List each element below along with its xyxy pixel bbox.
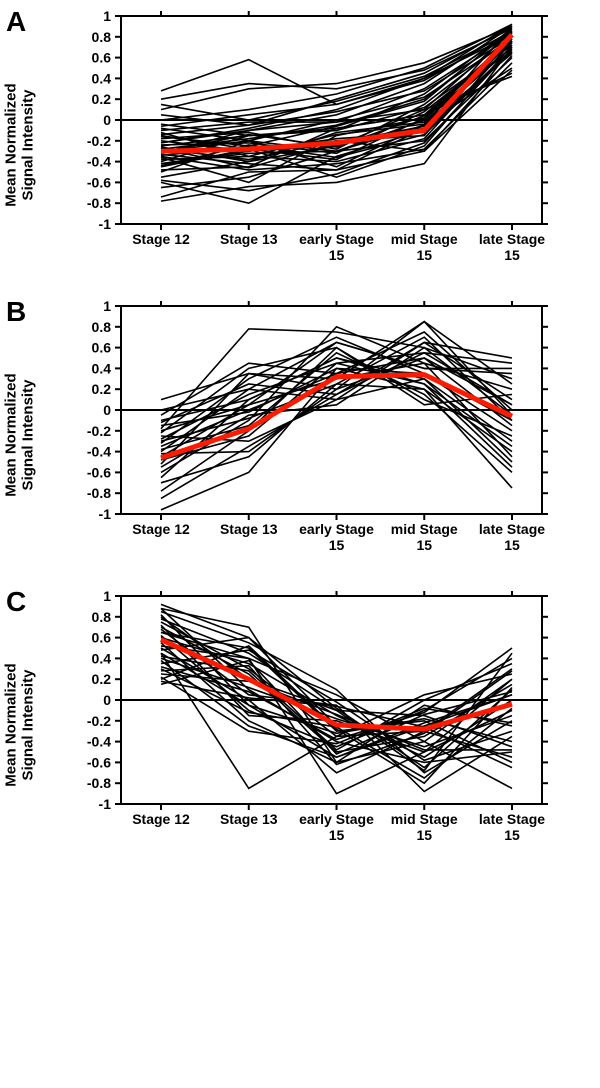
x-tick-label: early Stage — [299, 231, 374, 247]
x-tick-label: 15 — [504, 827, 520, 843]
x-tick-label: late Stage — [479, 811, 545, 827]
y-tick-label: -0.8 — [87, 775, 111, 791]
y-tick-label: 0.6 — [92, 340, 112, 356]
x-tick-label: 15 — [329, 537, 345, 553]
y-tick-label: -0.8 — [87, 195, 111, 211]
y-axis-label: Mean NormalizedSignal Intensity — [4, 373, 37, 496]
series-line — [161, 358, 512, 415]
x-tick-label: Stage 12 — [132, 811, 190, 827]
chart-wrap: -1 -0.8 -0.6 -0.4 -0.2 0 0.2 0.4 0.6 0.8 1 Stage 12… — [75, 10, 590, 280]
x-tick-label: 15 — [329, 827, 345, 843]
x-tick-label: 15 — [504, 247, 520, 263]
y-axis-label: Mean NormalizedSignal Intensity — [4, 83, 37, 206]
y-tick-label: -0.4 — [87, 734, 111, 750]
y-tick-label: -1 — [99, 506, 112, 522]
chart-svg: -1 -0.8 -0.6 -0.4 -0.2 0 0.2 0.4 0.6 0.8 1 Stage 12… — [75, 590, 590, 860]
series-line — [161, 33, 512, 131]
y-tick-label: 0.4 — [92, 650, 112, 666]
y-tick-label: -0.4 — [87, 154, 111, 170]
x-tick-label: Stage 13 — [220, 521, 278, 537]
x-tick-label: early Stage — [299, 811, 374, 827]
x-tick-label: Stage 13 — [220, 811, 278, 827]
y-tick-label: 1 — [103, 590, 111, 604]
y-tick-label: 0.4 — [92, 70, 112, 86]
y-tick-label: -0.8 — [87, 485, 111, 501]
figure-root: AMean NormalizedSignal Intensity-1-0.8-0… — [10, 10, 590, 860]
panel-label: C — [6, 586, 26, 618]
x-tick-label: 15 — [504, 537, 520, 553]
panel-label: A — [6, 6, 26, 38]
y-tick-label: 0.6 — [92, 50, 112, 66]
chart-svg: -1 -0.8 -0.6 -0.4 -0.2 0 0.2 0.4 0.6 0.8 1 Stage 12… — [75, 300, 590, 570]
x-tick-label: 15 — [329, 247, 345, 263]
y-tick-label: 0.2 — [92, 671, 112, 687]
x-tick-label: 15 — [416, 537, 432, 553]
y-tick-label: -1 — [99, 796, 112, 812]
y-tick-label: -0.6 — [87, 754, 111, 770]
chart-wrap: -1 -0.8 -0.6 -0.4 -0.2 0 0.2 0.4 0.6 0.8 1 Stage 12… — [75, 300, 590, 570]
y-axis-label: Mean NormalizedSignal Intensity — [4, 663, 37, 786]
chart-svg: -1 -0.8 -0.6 -0.4 -0.2 0 0.2 0.4 0.6 0.8 1 Stage 12… — [75, 10, 590, 280]
x-tick-label: mid Stage — [391, 231, 458, 247]
x-tick-label: 15 — [416, 827, 432, 843]
y-tick-label: 0.8 — [92, 319, 112, 335]
y-tick-label: -0.4 — [87, 444, 111, 460]
panel-label: B — [6, 296, 26, 328]
panel-C: CMean NormalizedSignal Intensity-1-0.8-0… — [10, 590, 590, 860]
x-tick-label: Stage 12 — [132, 521, 190, 537]
y-tick-label: -0.2 — [87, 133, 111, 149]
y-tick-label: 1 — [103, 300, 111, 314]
panel-A: AMean NormalizedSignal Intensity-1-0.8-0… — [10, 10, 590, 280]
chart-wrap: -1 -0.8 -0.6 -0.4 -0.2 0 0.2 0.4 0.6 0.8 1 Stage 12… — [75, 590, 590, 860]
y-tick-label: 0.2 — [92, 381, 112, 397]
y-tick-label: 0 — [103, 692, 111, 708]
x-tick-label: late Stage — [479, 231, 545, 247]
y-tick-label: 0.8 — [92, 29, 112, 45]
x-tick-label: early Stage — [299, 521, 374, 537]
y-tick-label: -0.2 — [87, 713, 111, 729]
y-tick-label: 1 — [103, 10, 111, 24]
series-line — [161, 608, 512, 788]
y-tick-label: 0 — [103, 112, 111, 128]
y-tick-label: -0.2 — [87, 423, 111, 439]
x-tick-label: Stage 12 — [132, 231, 190, 247]
x-tick-label: Stage 13 — [220, 231, 278, 247]
y-tick-label: 0.4 — [92, 360, 112, 376]
x-tick-label: mid Stage — [391, 521, 458, 537]
x-tick-label: late Stage — [479, 521, 545, 537]
x-tick-label: 15 — [416, 247, 432, 263]
y-tick-label: -0.6 — [87, 174, 111, 190]
y-tick-label: 0.6 — [92, 630, 112, 646]
y-tick-label: 0 — [103, 402, 111, 418]
y-tick-label: 0.8 — [92, 609, 112, 625]
y-tick-label: 0.2 — [92, 91, 112, 107]
y-tick-label: -1 — [99, 216, 112, 232]
panel-B: BMean NormalizedSignal Intensity-1-0.8-0… — [10, 300, 590, 570]
y-tick-label: -0.6 — [87, 464, 111, 480]
x-tick-label: mid Stage — [391, 811, 458, 827]
